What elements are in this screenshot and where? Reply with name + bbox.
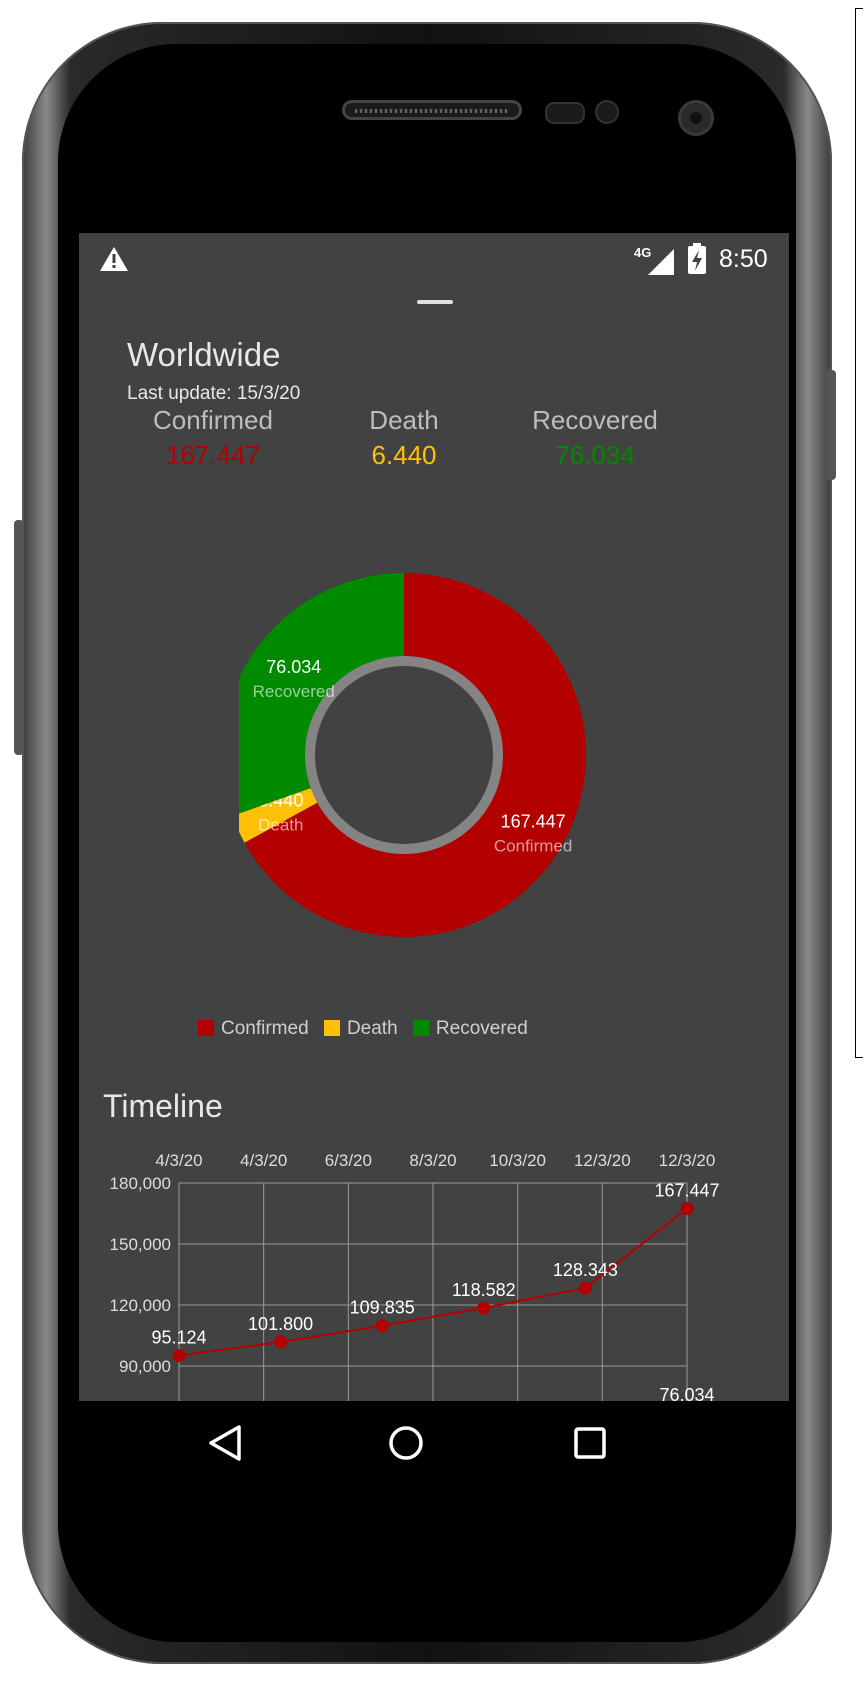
proximity-sensor bbox=[545, 102, 585, 124]
x-tick-label: 6/3/20 bbox=[325, 1151, 372, 1170]
donut-category-label-death: Death bbox=[258, 815, 303, 834]
stat-recovered-value: 76.034 bbox=[555, 440, 635, 470]
x-tick-label: 4/3/20 bbox=[240, 1151, 287, 1170]
legend-item-death: Death bbox=[323, 1018, 398, 1040]
legend-label-recovered: Recovered bbox=[435, 1018, 528, 1039]
stat-recovered-label: Recovered bbox=[532, 405, 658, 435]
donut-hole bbox=[315, 666, 493, 844]
cellular-signal-icon: 4G bbox=[634, 245, 674, 275]
stat-death-value: 6.440 bbox=[371, 440, 437, 470]
back-icon[interactable] bbox=[207, 1423, 243, 1463]
legend-label-death: Death bbox=[346, 1018, 398, 1039]
data-label: 118.582 bbox=[452, 1280, 516, 1300]
network-type-label: 4G bbox=[634, 245, 651, 260]
data-label: 167.447 bbox=[654, 1181, 719, 1201]
x-tick-label: 12/3/20 bbox=[574, 1151, 631, 1170]
home-icon[interactable] bbox=[386, 1423, 426, 1463]
stat-recovered: Recovered 76.034 bbox=[495, 405, 695, 471]
navigation-bar bbox=[79, 1401, 789, 1493]
x-tick-label: 12/3/20 bbox=[659, 1151, 716, 1170]
app-screen: 4G 8:50 Worldwide Last update: 15/3/20 C… bbox=[79, 233, 789, 1401]
legend-swatch-confirmed bbox=[198, 1020, 214, 1036]
status-time: 8:50 bbox=[719, 245, 768, 273]
donut-slice-confirmed[interactable] bbox=[244, 573, 587, 937]
y-tick-label: 150,000 bbox=[110, 1235, 171, 1254]
series-line-confirmed bbox=[178, 1207, 688, 1357]
stat-death: Death 6.440 bbox=[304, 405, 504, 471]
stat-death-label: Death bbox=[369, 405, 439, 435]
side-button-left bbox=[14, 520, 24, 755]
legend-label-confirmed: Confirmed bbox=[221, 1018, 309, 1039]
x-tick-label: 4/3/20 bbox=[155, 1151, 202, 1170]
clipped-data-label: 76.034 bbox=[659, 1385, 714, 1401]
stat-confirmed-label: Confirmed bbox=[153, 405, 273, 435]
data-point[interactable] bbox=[680, 1202, 694, 1216]
light-sensor bbox=[595, 100, 619, 124]
data-point[interactable] bbox=[578, 1281, 592, 1295]
bottom-sheet-handle[interactable] bbox=[417, 300, 453, 304]
data-label: 128.343 bbox=[553, 1260, 618, 1280]
donut-value-label-recovered: 76.034 bbox=[266, 657, 321, 677]
timeline-title: Timeline bbox=[103, 1088, 223, 1124]
data-point[interactable] bbox=[477, 1301, 491, 1315]
y-tick-label: 90,000 bbox=[119, 1357, 171, 1376]
y-tick-label: 180,000 bbox=[110, 1174, 171, 1193]
stat-confirmed-value: 167.447 bbox=[166, 440, 260, 470]
timeline-chart[interactable]: 90,000 120,000 150,000 180,000 4/3/20 4/3/20 6… bbox=[79, 1133, 789, 1401]
donut-chart[interactable]: 167.447 Confirmed 6.440 Death 76.034 Recovere… bbox=[221, 573, 619, 973]
legend-swatch-death bbox=[323, 1020, 340, 1036]
donut-category-label-recovered: Recovered bbox=[253, 682, 335, 701]
legend-item-recovered: Recovered bbox=[412, 1018, 528, 1040]
legend-item-confirmed: Confirmed bbox=[198, 1018, 309, 1040]
legend-swatch-recovered bbox=[412, 1020, 429, 1036]
status-bar: 4G 8:50 bbox=[79, 233, 789, 289]
data-label: 109.835 bbox=[350, 1298, 415, 1318]
earpiece-speaker bbox=[342, 100, 522, 120]
x-tick-label: 10/3/20 bbox=[489, 1151, 546, 1170]
donut-slice-recovered[interactable] bbox=[221, 573, 404, 816]
recents-icon[interactable] bbox=[572, 1423, 608, 1463]
data-point[interactable] bbox=[375, 1319, 389, 1333]
data-label: 95.124 bbox=[151, 1328, 206, 1348]
last-update-text: Last update: 15/3/20 bbox=[127, 383, 301, 404]
side-button-right bbox=[826, 370, 836, 480]
x-tick-label: 8/3/20 bbox=[409, 1151, 456, 1170]
donut-value-label-confirmed: 167.447 bbox=[501, 811, 566, 831]
front-camera bbox=[678, 100, 714, 136]
warning-icon bbox=[100, 247, 128, 271]
stat-confirmed: Confirmed 167.447 bbox=[113, 405, 313, 471]
page-title: Worldwide bbox=[127, 336, 281, 373]
window-frame-edge bbox=[855, 8, 863, 1058]
donut-category-label-confirmed: Confirmed bbox=[494, 836, 572, 855]
data-point[interactable] bbox=[274, 1335, 288, 1349]
battery-charging-icon bbox=[688, 243, 706, 274]
donut-slice-death[interactable] bbox=[232, 788, 318, 843]
chart-legend: Confirmed Death Recovered bbox=[198, 1018, 538, 1040]
data-point[interactable] bbox=[172, 1349, 186, 1363]
data-label: 101.800 bbox=[248, 1314, 313, 1334]
y-tick-label: 120,000 bbox=[110, 1296, 171, 1315]
